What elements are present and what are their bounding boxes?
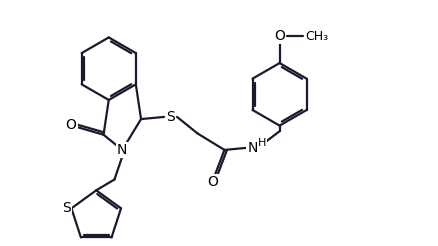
Text: S: S [62,201,71,215]
Text: N: N [247,141,257,155]
Text: O: O [65,118,76,132]
Text: O: O [207,175,218,189]
Text: H: H [258,138,266,148]
Text: N: N [117,143,127,157]
Text: S: S [166,110,175,124]
Text: O: O [273,29,284,43]
Text: CH₃: CH₃ [304,30,327,43]
